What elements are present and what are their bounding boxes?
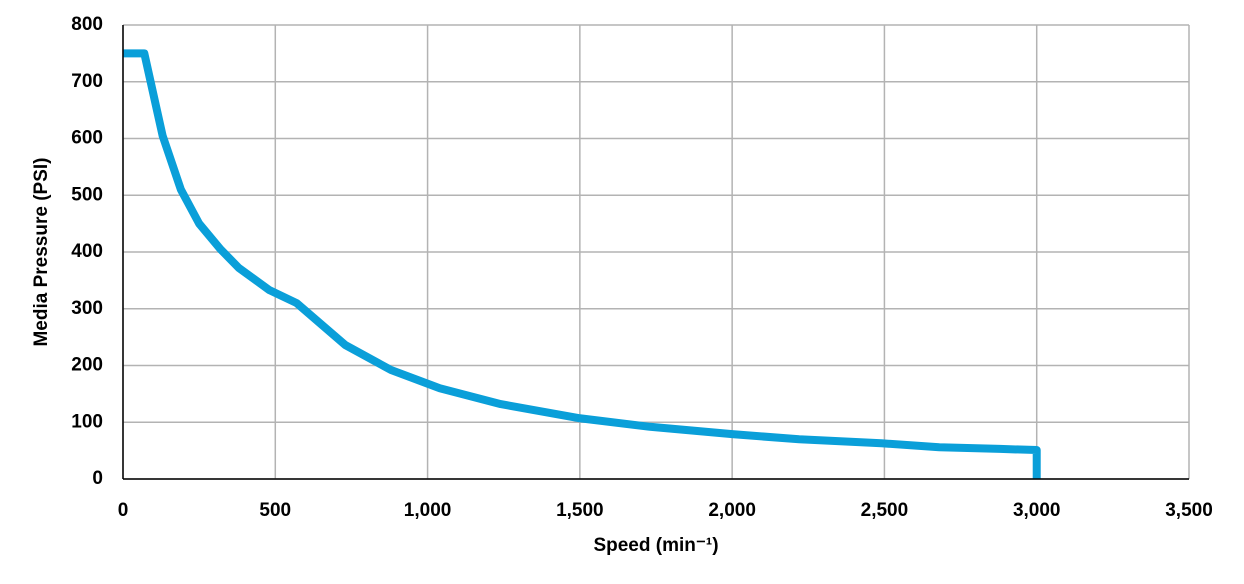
x-tick-label: 3,500: [1165, 500, 1213, 521]
x-tick-label: 1,000: [404, 500, 452, 521]
y-axis-label: Media Pressure (PSI): [31, 157, 52, 346]
y-tick-label: 100: [71, 411, 103, 432]
y-tick-label: 800: [71, 14, 103, 35]
y-tick-label: 400: [71, 241, 103, 262]
x-tick-label: 2,000: [708, 500, 756, 521]
y-tick-label: 300: [71, 298, 103, 319]
y-tick-label: 700: [71, 71, 103, 92]
y-tick-label: 600: [71, 128, 103, 149]
y-tick-label: 0: [92, 468, 103, 489]
x-axis-label: Speed (min⁻¹): [593, 535, 718, 556]
y-tick-label: 500: [71, 184, 103, 205]
x-tick-label: 3,000: [1013, 500, 1061, 521]
x-tick-label: 0: [118, 500, 129, 521]
x-tick-label: 1,500: [556, 500, 604, 521]
x-tick-label: 500: [259, 500, 291, 521]
x-tick-label: 2,500: [861, 500, 909, 521]
line: [123, 49, 1041, 479]
y-tick-label: 200: [71, 355, 103, 376]
